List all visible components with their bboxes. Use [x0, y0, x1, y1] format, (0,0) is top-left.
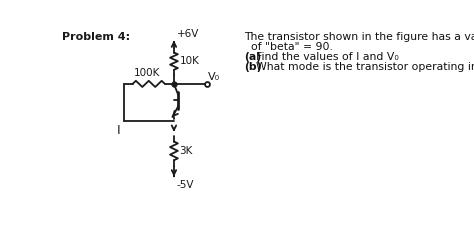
Text: -5V: -5V: [176, 180, 194, 190]
Text: +6V: +6V: [177, 29, 200, 39]
Text: (b): (b): [244, 62, 261, 72]
Text: The transistor shown in the figure has a value: The transistor shown in the figure has a…: [244, 32, 474, 42]
Text: (a): (a): [244, 52, 261, 62]
Text: What mode is the transistor operating in?: What mode is the transistor operating in…: [256, 62, 474, 72]
Text: of "beta" = 90.: of "beta" = 90.: [244, 42, 333, 52]
Text: V₀: V₀: [208, 72, 220, 82]
Text: 100K: 100K: [134, 68, 160, 78]
Text: Find the values of I and V₀: Find the values of I and V₀: [256, 52, 399, 62]
Text: I: I: [117, 123, 120, 137]
Text: 3K: 3K: [179, 146, 193, 156]
Text: Problem 4:: Problem 4:: [62, 32, 130, 42]
Text: 10K: 10K: [179, 56, 199, 66]
